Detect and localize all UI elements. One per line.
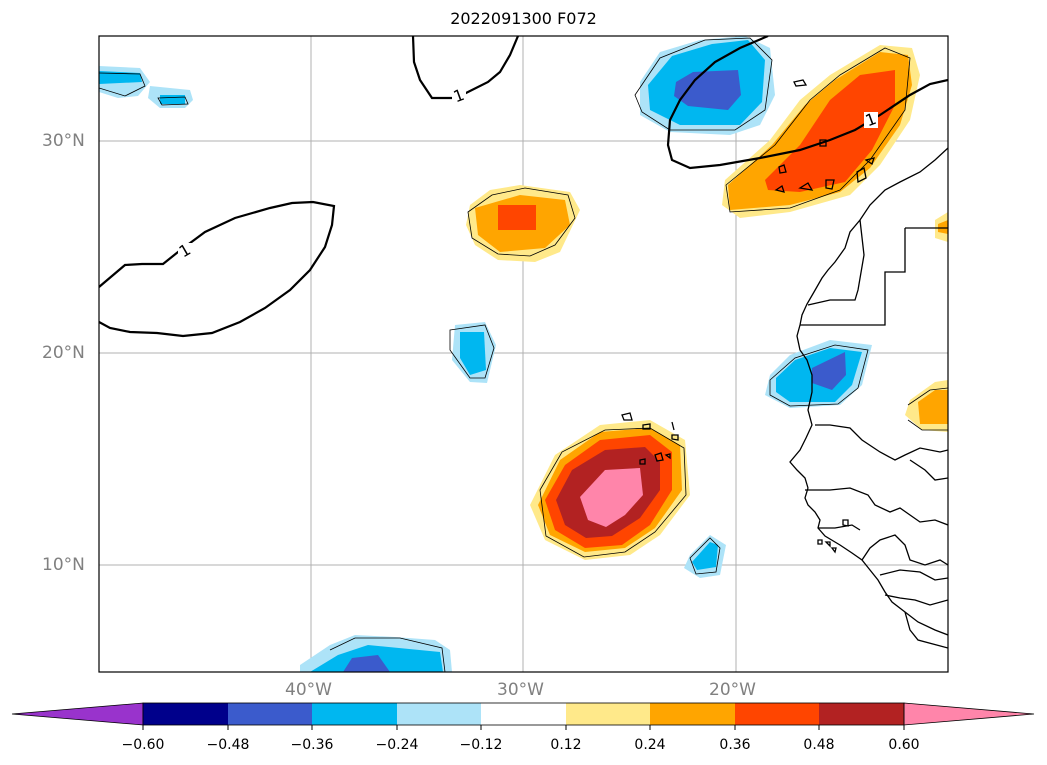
lat-label-20n: 20°N (42, 343, 85, 363)
colorbar-label: −0.60 (121, 737, 165, 753)
blob-northwest-top (99, 66, 193, 108)
colorbar-segment-1 (143, 703, 228, 725)
lat-label-30n: 30°N (42, 131, 85, 151)
colorbar-segment-9 (819, 703, 904, 725)
lon-label-20w: 20°W (709, 680, 756, 700)
colorbar-extend-min (11, 702, 144, 726)
thin-contours (99, 37, 948, 672)
blob-north-central-negative (640, 36, 775, 135)
lon-label-40w: 40°W (285, 680, 332, 700)
colorbar-label: 0.60 (888, 737, 920, 753)
colorbar-outline (142, 702, 905, 726)
blob-south-bottom (300, 635, 452, 672)
blob-east-edge-positive (905, 212, 948, 432)
colorbar-segment-7 (650, 703, 735, 725)
colorbar-label: −0.48 (206, 737, 250, 753)
colorbar-label: −0.36 (290, 737, 334, 753)
blob-cape-verde-positive (530, 420, 690, 560)
blob-mid-atlantic-negative (452, 322, 496, 383)
colorbar-ticks (142, 725, 905, 730)
blob-northeast-positive (722, 45, 920, 218)
colorbar-label: 0.24 (634, 737, 666, 753)
blob-small-south (684, 535, 726, 578)
colorbar-label: 0.36 (719, 737, 751, 753)
lon-label-30w: 30°W (497, 680, 544, 700)
coastlines (621, 79, 948, 649)
colorbar-label: 0.12 (550, 737, 582, 753)
colorbar-segment-4 (397, 703, 481, 725)
colorbar-extend-max (903, 702, 1035, 726)
map-title: 2022091300 F072 (450, 9, 597, 28)
contour-labels: 1 1 1 (176, 85, 879, 261)
colorbar-segment-2 (228, 703, 312, 725)
map-panel: 1 1 1 (99, 36, 948, 672)
map-frame (98, 35, 949, 673)
blob-africa-coast-negative (765, 340, 872, 408)
colorbar-segment-5 (481, 703, 566, 725)
colorbar-label: −0.24 (375, 737, 419, 753)
blob-mid-positive (466, 185, 580, 262)
lat-label-10n: 10°N (42, 555, 85, 575)
colorbar-segment-8 (735, 703, 819, 725)
colorbar-segment-6 (566, 703, 650, 725)
colorbar-segment-3 (312, 703, 397, 725)
colorbar (11, 702, 1035, 730)
colorbar-label: 0.48 (803, 737, 835, 753)
colorbar-label: −0.12 (459, 737, 503, 753)
